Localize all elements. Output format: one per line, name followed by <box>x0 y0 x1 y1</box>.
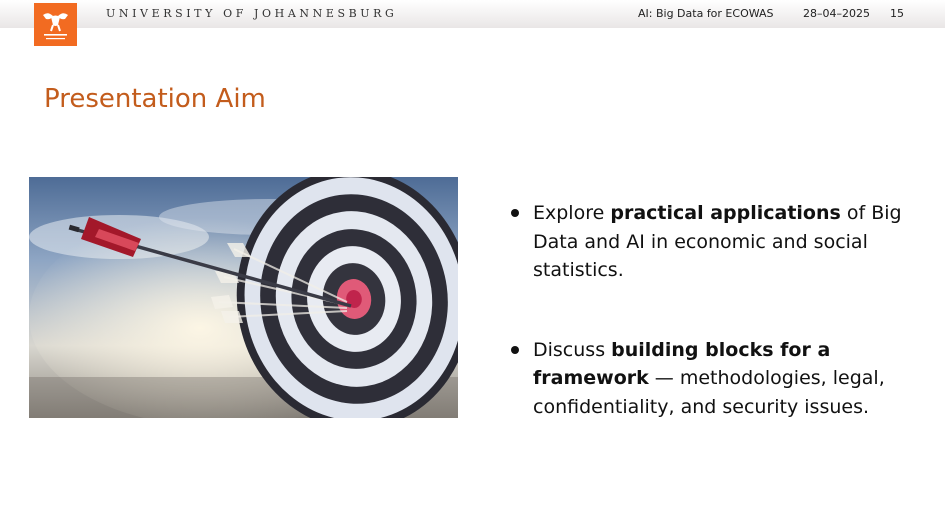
bullet-text-bold: building blocks for a framework <box>533 338 831 390</box>
aim-bullet-list: Explore practical applications of Big Da… <box>510 199 910 421</box>
bullet-text-pre: Discuss <box>533 338 612 361</box>
target-with-arrows-image <box>29 177 458 418</box>
university-name: UNIVERSITY OF JOHANNESBURG <box>106 7 398 20</box>
slide-header: UNIVERSITY OF JOHANNESBURG AI: Big Data … <box>0 0 945 28</box>
list-item: Explore practical applications of Big Da… <box>510 199 910 285</box>
bullet-text-post: of Big Data and AI in economic and socia… <box>533 202 902 281</box>
uj-logo-icon <box>34 3 77 46</box>
bullet-icon <box>511 209 519 217</box>
short-title: AI: Big Data for ECOWAS <box>638 7 774 20</box>
list-item: Discuss building blocks for a framework … <box>510 336 910 422</box>
page-number: 15 <box>890 7 904 20</box>
bullet-text-pre: Explore <box>533 202 611 224</box>
bullet-text-post: — methodologies, legal, confidentiality,… <box>533 367 885 418</box>
slide-title: Presentation Aim <box>44 84 266 114</box>
bullet-text-bold: practical applications <box>610 202 841 224</box>
slide-date: 28–04–2025 <box>803 7 870 20</box>
bullet-icon <box>511 345 519 354</box>
